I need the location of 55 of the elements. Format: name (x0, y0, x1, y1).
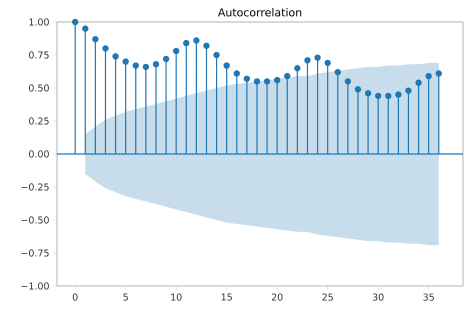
point (304, 57, 311, 64)
point (385, 92, 392, 100)
point (284, 72, 290, 80)
x-tick-label: 30 (372, 294, 384, 301)
x-tick-label: 10 (171, 294, 182, 301)
x-tick-label: 25 (322, 294, 333, 301)
point (142, 64, 150, 70)
point (344, 78, 352, 85)
point (395, 91, 402, 98)
x-tick-label: 20 (272, 294, 283, 301)
point (193, 37, 200, 44)
point (425, 72, 432, 80)
x-tick-label: 15 (222, 294, 232, 301)
point (132, 62, 139, 69)
y-tick-label: 0.75 (29, 51, 49, 59)
point (405, 87, 412, 94)
point (82, 25, 88, 32)
point (264, 78, 270, 85)
point (112, 53, 119, 60)
y-tick-label: −0.50 (21, 216, 49, 224)
point (223, 62, 230, 69)
point (72, 18, 78, 26)
point (314, 54, 321, 61)
point (92, 36, 99, 42)
y-tick-label: 0.25 (29, 117, 49, 125)
point (183, 40, 190, 46)
point (334, 68, 341, 76)
point (436, 70, 442, 77)
point (254, 78, 260, 85)
y-tick-label: 1.00 (29, 18, 49, 26)
point (244, 76, 250, 82)
x-tick-label: 0 (72, 294, 78, 301)
y-tick-label: 0.50 (29, 84, 49, 92)
point (324, 60, 331, 66)
point (172, 48, 180, 54)
point (364, 90, 372, 96)
point (152, 61, 160, 68)
point (122, 58, 129, 65)
point (162, 56, 170, 62)
x-tick-label: 5 (123, 294, 128, 301)
y-tick-label: −1.00 (21, 282, 49, 290)
y-tick-label: 0.00 (29, 150, 49, 158)
point (102, 45, 109, 52)
point (294, 65, 301, 72)
y-tick-label: −0.75 (21, 249, 49, 257)
point (354, 86, 362, 93)
point (415, 80, 422, 86)
point (203, 42, 210, 49)
point (213, 52, 220, 58)
chart-title: Autocorrelation (218, 8, 302, 17)
point (374, 92, 382, 100)
point (274, 76, 280, 84)
x-tick-label: 35 (423, 294, 434, 301)
y-tick-label: −0.25 (21, 183, 49, 191)
point (234, 70, 240, 77)
